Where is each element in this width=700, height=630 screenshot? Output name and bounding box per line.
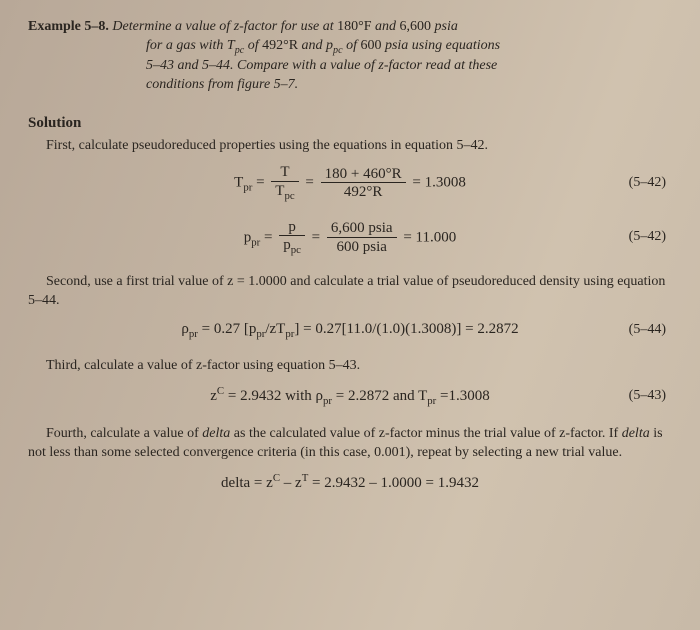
step4-text: Fourth, calculate a value of delta as th… bbox=[28, 425, 672, 463]
equation-Tpr-ref: (5–42) bbox=[629, 174, 666, 193]
equation-zc-ref: (5–43) bbox=[629, 387, 666, 406]
equation-delta-content: delta = zC – zT = 2.9432 – 1.0000 = 1.94… bbox=[221, 471, 479, 493]
example-line1: Determine a value of z-factor for use at… bbox=[112, 19, 457, 34]
equation-zc-content: zC = 2.9432 with ρpr = 2.2872 and Tpr =1… bbox=[210, 384, 489, 409]
solution-heading: Solution bbox=[28, 113, 672, 133]
example-line4: conditions from figure 5–7. bbox=[146, 76, 672, 95]
example-line3: 5–43 and 5–44. Compare with a value of z… bbox=[146, 57, 672, 76]
equation-Tpr: Tpr = TTpc = 180 + 460°R492°R = 1.3008 (… bbox=[28, 164, 672, 202]
example-statement: Example 5–8. Determine a value of z-fact… bbox=[28, 18, 672, 95]
step1-text: First, calculate pseudoreduced propertie… bbox=[28, 137, 672, 156]
equation-delta: delta = zC – zT = 2.9432 – 1.0000 = 1.94… bbox=[28, 471, 672, 493]
example-label: Example 5–8. bbox=[28, 19, 109, 34]
equation-rho-content: ρpr = 0.27 [ppr/zTpr] = 0.27[11.0/(1.0)(… bbox=[181, 319, 518, 342]
example-line2: for a gas with Tpc of 492°R and ppc of 6… bbox=[146, 37, 672, 57]
equation-zc: zC = 2.9432 with ρpr = 2.2872 and Tpr =1… bbox=[28, 384, 672, 409]
equation-ppr: ppr = pppc = 6,600 psia600 psia = 11.000… bbox=[28, 219, 672, 257]
equation-rho-ref: (5–44) bbox=[629, 321, 666, 340]
equation-ppr-content: ppr = pppc = 6,600 psia600 psia = 11.000 bbox=[244, 219, 456, 257]
equation-ppr-ref: (5–42) bbox=[629, 228, 666, 247]
equation-Tpr-content: Tpr = TTpc = 180 + 460°R492°R = 1.3008 bbox=[234, 164, 466, 202]
step3-text: Third, calculate a value of z-factor usi… bbox=[28, 357, 672, 376]
step2-text: Second, use a first trial value of z = 1… bbox=[28, 273, 672, 311]
equation-rho: ρpr = 0.27 [ppr/zTpr] = 0.27[11.0/(1.0)(… bbox=[28, 319, 672, 342]
textbook-page: Example 5–8. Determine a value of z-fact… bbox=[0, 0, 700, 519]
